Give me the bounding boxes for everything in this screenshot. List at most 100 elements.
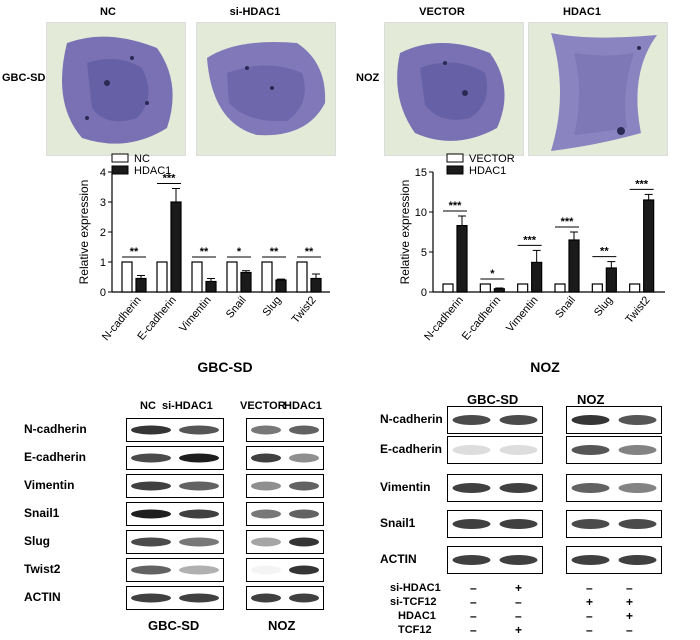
blot-band	[179, 453, 219, 463]
bar-hdac1	[605, 267, 617, 293]
blot-band-box	[566, 546, 662, 574]
condition-label: si-HDAC1	[390, 582, 441, 594]
row-label-gbc-sd: GBC-SD	[2, 72, 46, 84]
blot-band-box	[246, 530, 324, 554]
blot-band-box	[447, 406, 543, 434]
blot-band	[618, 555, 657, 565]
blot-band	[131, 453, 171, 463]
bar-hdac1	[135, 277, 147, 293]
legend-swatch	[111, 153, 129, 163]
bar-hdac1	[493, 288, 505, 293]
y-tick-label: 0	[100, 287, 106, 299]
lane-label-hdac1: HDAC1	[284, 400, 322, 412]
blot-row-label: N-cadherin	[24, 422, 87, 436]
blot-band-box	[246, 502, 324, 526]
western-blot-left: NC si-HDAC1 VECTOR HDAC1 N-cadherin E-cad…	[0, 390, 350, 640]
significance-label: ***	[561, 216, 575, 228]
micrograph-noz-hdac1	[528, 22, 668, 156]
category-label: Twist2	[290, 294, 319, 326]
blot-band	[571, 445, 610, 455]
significance-label: **	[130, 246, 139, 258]
condition-mark: +	[515, 581, 523, 595]
blot-band	[131, 537, 171, 547]
blot-band-box	[246, 418, 324, 442]
blot-band	[499, 519, 538, 529]
blot-band-box	[126, 530, 224, 554]
blot-left-group2-name: NOZ	[268, 618, 296, 633]
blot-row-label: Snail1	[24, 506, 60, 520]
lane-label-nc: NC	[140, 400, 156, 412]
y-axis-label: Relative expression	[77, 180, 91, 285]
significance-label: ***	[523, 234, 537, 246]
blot-band	[499, 555, 538, 565]
blot-band-box	[447, 510, 543, 538]
bar-hdac1	[170, 201, 182, 293]
blot-band	[251, 565, 281, 575]
blot-band	[452, 415, 491, 425]
bar-vector	[517, 283, 529, 293]
blot-row-label: Slug	[24, 534, 50, 548]
blot-band	[131, 565, 171, 575]
condition-mark: –	[515, 609, 522, 623]
blot-band	[289, 593, 319, 603]
bar-hdac1	[531, 261, 543, 293]
bar-hdac1	[456, 224, 468, 293]
blot-band-box	[126, 558, 224, 582]
significance-label: **	[600, 246, 609, 258]
blot-row-label: ACTIN	[24, 590, 61, 604]
bar-hdac1	[310, 277, 322, 293]
blot-band	[499, 445, 538, 455]
blot-band-box	[566, 474, 662, 502]
significance-label: **	[305, 246, 314, 258]
y-tick-label: 3	[100, 197, 106, 209]
blot-band	[179, 537, 219, 547]
blot-band-box	[447, 436, 543, 464]
condition-mark: –	[586, 609, 593, 623]
bar-hdac1	[275, 279, 287, 293]
significance-label: **	[270, 246, 279, 258]
lane-label-vector: VECTOR	[240, 400, 286, 412]
category-label: Vimentin	[177, 294, 214, 334]
blot-row-label: Vimentin	[380, 480, 431, 494]
micrograph-noz-vector	[384, 22, 524, 156]
col-header-vector: VECTOR	[419, 6, 465, 18]
significance-label: *	[490, 268, 495, 280]
category-label: Snail	[224, 294, 249, 320]
blot-band-box	[246, 446, 324, 470]
significance-label: ***	[163, 173, 177, 185]
lane-label-si-hdac1: si-HDAC1	[162, 400, 213, 412]
condition-mark: +	[626, 609, 634, 623]
chart-title: GBC-SD	[197, 359, 252, 375]
significance-label: **	[200, 246, 209, 258]
blot-band	[618, 415, 657, 425]
blot-band	[251, 453, 281, 463]
blot-band	[452, 483, 491, 493]
legend-entry: VECTOR	[469, 153, 515, 165]
condition-mark: +	[586, 595, 594, 609]
legend-entry: HDAC1	[469, 165, 506, 177]
micrograph-gbc-sd-nc	[46, 22, 186, 156]
category-label: E-cadherin	[460, 294, 503, 342]
bar-vector	[554, 283, 566, 293]
blot-band	[251, 593, 281, 603]
blot-band	[618, 519, 657, 529]
blot-band	[571, 483, 610, 493]
blot-band-box	[447, 546, 543, 574]
blot-band	[179, 593, 219, 603]
bar-vector	[591, 283, 603, 293]
condition-mark: –	[515, 595, 522, 609]
blot-row-label: ACTIN	[380, 552, 417, 566]
blot-band	[289, 453, 319, 463]
blot-band-box	[126, 502, 224, 526]
blot-row-label: N-cadherin	[380, 412, 443, 426]
y-tick-label: 15	[415, 167, 427, 179]
blot-band	[452, 445, 491, 455]
y-tick-label: 5	[421, 247, 427, 259]
chart-title: NOZ	[530, 359, 560, 375]
condition-mark: –	[586, 581, 593, 595]
bar-nc	[261, 261, 273, 293]
category-label: Slug	[592, 294, 615, 319]
blot-row-label: Vimentin	[24, 478, 75, 492]
bar-hdac1	[205, 280, 217, 293]
